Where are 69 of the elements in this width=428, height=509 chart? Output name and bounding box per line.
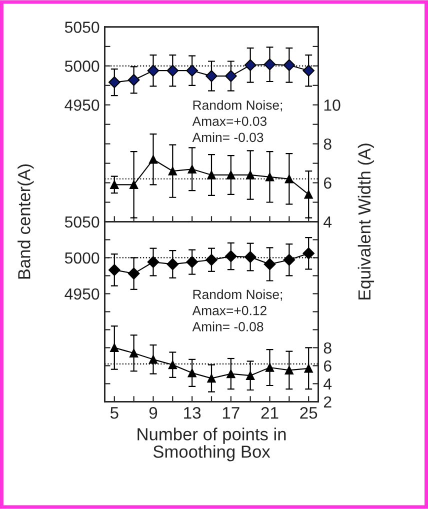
x-tick-label: 13 (184, 407, 201, 419)
x-tick-label: 25 (300, 407, 318, 419)
point (168, 360, 177, 370)
point (166, 64, 179, 77)
point (108, 264, 120, 276)
point (128, 268, 140, 280)
x-tick-label: 17 (222, 407, 240, 419)
y2-tick-label: 2 (324, 396, 332, 408)
point (166, 258, 179, 270)
point (207, 374, 216, 383)
point (188, 164, 196, 174)
y2-tick-label: 6 (324, 177, 332, 189)
point (110, 180, 119, 190)
point (226, 170, 236, 180)
y-tick-label: 5050 (64, 216, 100, 228)
point (188, 368, 196, 378)
point (283, 59, 296, 72)
point (206, 70, 218, 82)
y2-tick-label: 4 (324, 216, 332, 228)
point (224, 70, 237, 82)
point (304, 190, 313, 199)
y-axis-title: Band center(A) (18, 164, 34, 279)
y2-tick-label: 10 (324, 100, 340, 111)
point (284, 174, 294, 184)
point (108, 76, 120, 88)
point (129, 180, 138, 190)
point (244, 59, 256, 72)
y-tick-label: 4950 (64, 288, 100, 300)
point (207, 170, 216, 180)
x-tick-label: 9 (149, 407, 158, 419)
point (224, 250, 237, 262)
y2-tick-label: 8 (324, 342, 332, 354)
x-axis-title: Number of points in Smoothing Box (138, 428, 286, 462)
y-tick-label: 4950 (64, 100, 100, 111)
point (246, 371, 255, 380)
point (246, 170, 255, 180)
point (304, 364, 313, 373)
y2-tick-label: 6 (324, 360, 332, 372)
point (110, 343, 119, 352)
y-tick-label: 5000 (64, 252, 100, 264)
y-tick-label: 5050 (64, 22, 100, 33)
point (284, 366, 294, 375)
x-tick-label: 21 (261, 407, 278, 419)
point (264, 258, 276, 270)
point (129, 348, 138, 358)
point (265, 363, 274, 372)
annotation: Random Noise; Amax=+0.03 Amin= -0.03 (192, 100, 282, 142)
point (244, 251, 256, 263)
point (168, 166, 177, 176)
point (186, 256, 198, 268)
point (147, 64, 160, 77)
point (264, 58, 276, 70)
point (302, 64, 315, 77)
point (206, 254, 218, 266)
point (147, 256, 160, 268)
point (226, 369, 236, 378)
x-tick-label: 5 (110, 407, 118, 419)
point (148, 155, 158, 164)
point (302, 247, 315, 260)
annotation: Random Noise; Amax=+0.12 Amin= -0.08 (192, 289, 282, 332)
point (265, 172, 274, 182)
y2-axis-title: Equivalent Width (A) (358, 144, 374, 300)
y-tick-label: 5000 (64, 60, 100, 72)
point (283, 254, 296, 266)
y2-tick-label: 8 (324, 138, 332, 150)
point (186, 64, 198, 77)
y2-tick-label: 4 (324, 378, 332, 390)
point (148, 355, 158, 364)
point (128, 74, 140, 86)
